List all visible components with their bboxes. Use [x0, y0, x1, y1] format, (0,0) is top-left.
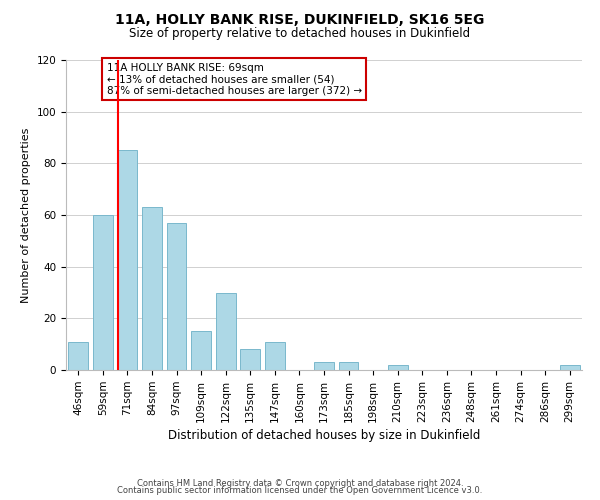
- Text: Contains public sector information licensed under the Open Government Licence v3: Contains public sector information licen…: [118, 486, 482, 495]
- Bar: [388, 365, 407, 370]
- Text: Contains HM Land Registry data © Crown copyright and database right 2024.: Contains HM Land Registry data © Crown c…: [137, 478, 463, 488]
- Bar: [339, 362, 358, 370]
- Text: Size of property relative to detached houses in Dukinfield: Size of property relative to detached ho…: [130, 28, 470, 40]
- Bar: [216, 292, 236, 370]
- Bar: [265, 342, 284, 370]
- Text: 11A HOLLY BANK RISE: 69sqm
← 13% of detached houses are smaller (54)
87% of semi: 11A HOLLY BANK RISE: 69sqm ← 13% of deta…: [107, 62, 362, 96]
- Bar: [167, 223, 187, 370]
- Bar: [191, 331, 211, 370]
- Bar: [314, 362, 334, 370]
- Bar: [560, 365, 580, 370]
- Bar: [93, 215, 113, 370]
- Y-axis label: Number of detached properties: Number of detached properties: [21, 128, 31, 302]
- Bar: [142, 207, 162, 370]
- Bar: [68, 342, 88, 370]
- Bar: [118, 150, 137, 370]
- Bar: [241, 350, 260, 370]
- Text: 11A, HOLLY BANK RISE, DUKINFIELD, SK16 5EG: 11A, HOLLY BANK RISE, DUKINFIELD, SK16 5…: [115, 12, 485, 26]
- X-axis label: Distribution of detached houses by size in Dukinfield: Distribution of detached houses by size …: [168, 429, 480, 442]
